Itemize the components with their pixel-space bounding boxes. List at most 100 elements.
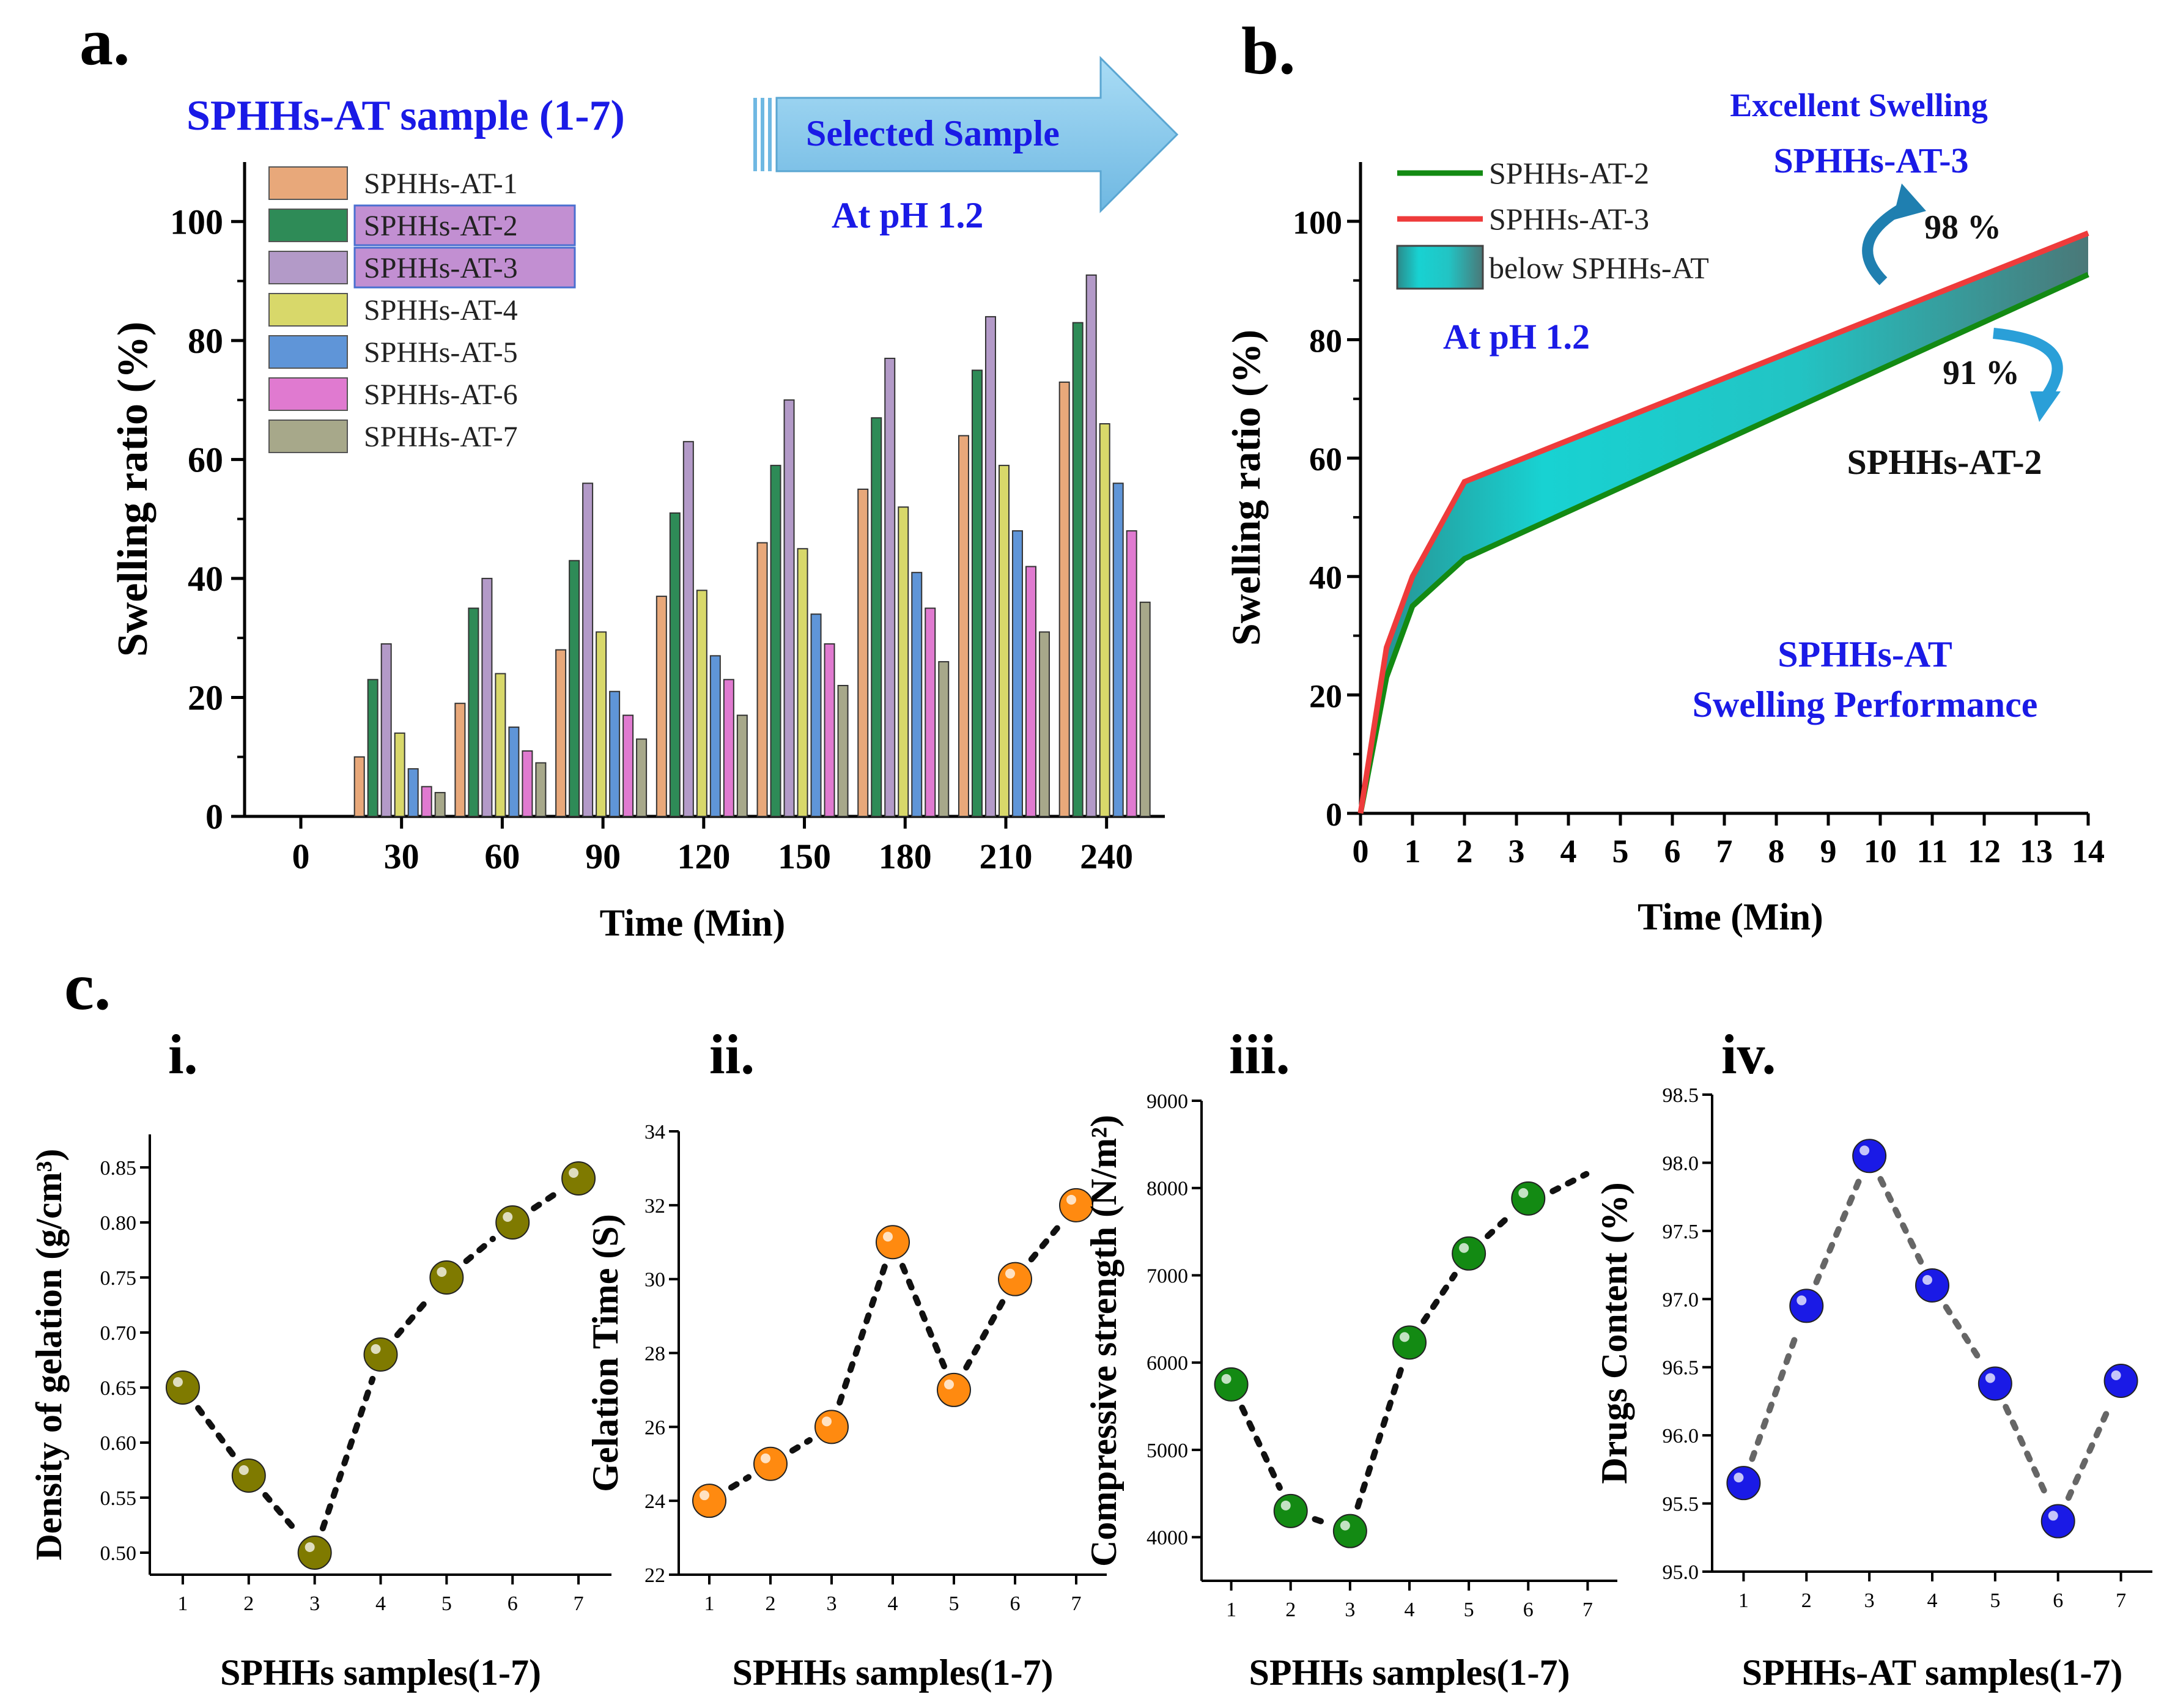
data-point-highlight: [1221, 1373, 1232, 1384]
sub-label-iv: iv.: [1721, 1023, 1776, 1085]
x-tick-label: 7: [1582, 1599, 1593, 1621]
trend-segment: [836, 1263, 888, 1406]
bar-sphhs-at-4-120: [696, 590, 707, 817]
bar-sphhs-at-7-210: [1038, 631, 1050, 818]
x-axis-title: SPHHs samples(1-7): [733, 1652, 1054, 1693]
legend-label-sphhs-at-2: SPHHs-AT-2: [1489, 156, 1649, 190]
panel-b-ph-text: At pH 1.2: [1443, 317, 1590, 357]
trend-segment: [1312, 1516, 1329, 1526]
y-tick-label: 28: [644, 1343, 665, 1366]
bar-sphhs-at-3-210: [984, 316, 996, 817]
y-tick-label: 0.75: [100, 1267, 137, 1290]
trend-segment: [1484, 1213, 1513, 1240]
bar-sphhs-at-3-90: [582, 482, 594, 817]
bar-sphhs-at-3-180: [884, 358, 896, 817]
legend-swatch-sphhs-at-1: [268, 166, 348, 200]
data-point-highlight: [1518, 1188, 1529, 1198]
note-at3: SPHHs-AT-3: [1773, 141, 1968, 180]
y-tick-label: 97.5: [1663, 1221, 1699, 1243]
x-tick-label: 14: [2072, 833, 2105, 870]
trend-segment: [1028, 1222, 1063, 1263]
bar-sphhs-at-2-240: [1072, 322, 1084, 817]
x-tick-label: 2: [1801, 1589, 1812, 1612]
legend-label-sphhs-at-3: SPHHs-AT-3: [1489, 202, 1649, 236]
data-point-highlight: [569, 1168, 579, 1178]
bar-sphhs-at-7-120: [736, 714, 748, 817]
x-tick-label: 2: [243, 1592, 254, 1615]
x-tick-label: 5: [1612, 833, 1629, 870]
pct-91: 91 %: [1943, 354, 2020, 392]
x-tick-label: 4: [375, 1592, 386, 1615]
bar-sphhs-at-4-180: [898, 506, 909, 817]
trend-segment: [394, 1293, 434, 1339]
data-point-highlight: [700, 1490, 709, 1501]
x-tick-label: 120: [677, 837, 730, 876]
data-point-2: [753, 1446, 788, 1481]
x-tick-label: 1: [704, 1592, 715, 1615]
data-point-3: [1332, 1514, 1367, 1548]
y-tick-label: 40: [188, 559, 223, 599]
panel-c: c. i. ii. iii. iv. 0.500.550.600.650.700…: [29, 949, 2152, 1693]
bar-sphhs-at-1-240: [1058, 381, 1070, 817]
x-tick-label: 7: [2116, 1589, 2126, 1612]
legend-label-sphhs-at-6: SPHHs-AT-6: [364, 379, 518, 411]
data-point-4: [363, 1337, 398, 1372]
bar-sphhs-at-4-60: [495, 673, 506, 817]
bar-sphhs-at-7-60: [535, 762, 547, 818]
y-tick-label: 34: [644, 1121, 665, 1144]
x-tick-label: 10: [1864, 833, 1897, 870]
data-point-1: [1214, 1367, 1249, 1402]
x-tick-label: 3: [827, 1592, 837, 1615]
trend-segment: [463, 1235, 496, 1265]
data-point-highlight: [1066, 1194, 1076, 1205]
x-tick-label: 60: [484, 837, 520, 876]
bar-sphhs-at-1-30: [353, 756, 365, 818]
bar-sphhs-at-6-180: [925, 607, 936, 818]
bar-sphhs-at-6-60: [522, 750, 533, 817]
bar-sphhs-at-2-150: [770, 465, 781, 817]
x-tick-label: 3: [309, 1592, 320, 1615]
chart-c-iv: 95.0 95.5 96.0 96.5 97.0 97.5 98.0 98.5 1 2 3 4 5 6 7 D…: [1594, 1084, 2152, 1693]
line-sphhs-at-2: [1357, 272, 2089, 814]
x-tick-label: 1: [1226, 1599, 1236, 1621]
trend-segment: [262, 1492, 301, 1537]
y-tick-label: 60: [188, 440, 223, 479]
legend-swatch-fill-band: [1396, 245, 1484, 290]
bar-sphhs-at-2-60: [468, 607, 479, 818]
y-tick-label: 0.70: [100, 1322, 137, 1345]
data-point-highlight: [238, 1465, 249, 1475]
trend-segment: [789, 1437, 813, 1454]
panel-a-ph-text: At pH 1.2: [832, 195, 983, 235]
bar-sphhs-at-5-150: [810, 613, 822, 817]
x-tick-label: 0: [1353, 833, 1369, 870]
note-excellent-swelling: Excellent Swelling: [1730, 87, 1987, 124]
curved-arrow-up-head-icon: [1893, 183, 1926, 220]
perf-line1: SPHHs-AT: [1778, 634, 1952, 675]
panel-a-header: SPHHs-AT sample (1-7): [186, 92, 625, 139]
bar-sphhs-at-1-150: [756, 542, 768, 818]
x-tick-label: 6: [1523, 1599, 1534, 1621]
x-tick-label: 5: [441, 1592, 452, 1615]
data-point-highlight: [883, 1232, 893, 1242]
bar-sphhs-at-2-180: [871, 417, 882, 817]
bar-sphhs-at-1-60: [454, 703, 466, 817]
bar-sphhs-at-6-90: [622, 714, 634, 817]
x-tick-label: 6: [2053, 1589, 2063, 1612]
bar-sphhs-at-3-240: [1085, 274, 1097, 817]
chart-c-iii: 4000 5000 6000 7000 8000 9000 1 2 3 4 5 6 7 Compressi…: [1084, 1090, 1617, 1693]
data-point-3: [297, 1536, 332, 1570]
bar-sphhs-at-5-180: [911, 572, 923, 817]
bar-sphhs-at-3-60: [481, 577, 493, 818]
bar-sphhs-at-7-90: [636, 738, 648, 817]
trend-segment: [728, 1474, 752, 1491]
note-at2: SPHHs-AT-2: [1847, 442, 2042, 482]
y-tick-label: 20: [1309, 678, 1342, 714]
legend-label-sphhs-at-2: SPHHs-AT-2: [364, 210, 518, 242]
bar-sphhs-at-5-90: [609, 690, 621, 818]
y-tick-label: 8000: [1147, 1178, 1188, 1200]
bar-sphhs-at-6-30: [421, 786, 432, 818]
data-point-6: [2040, 1504, 2075, 1539]
